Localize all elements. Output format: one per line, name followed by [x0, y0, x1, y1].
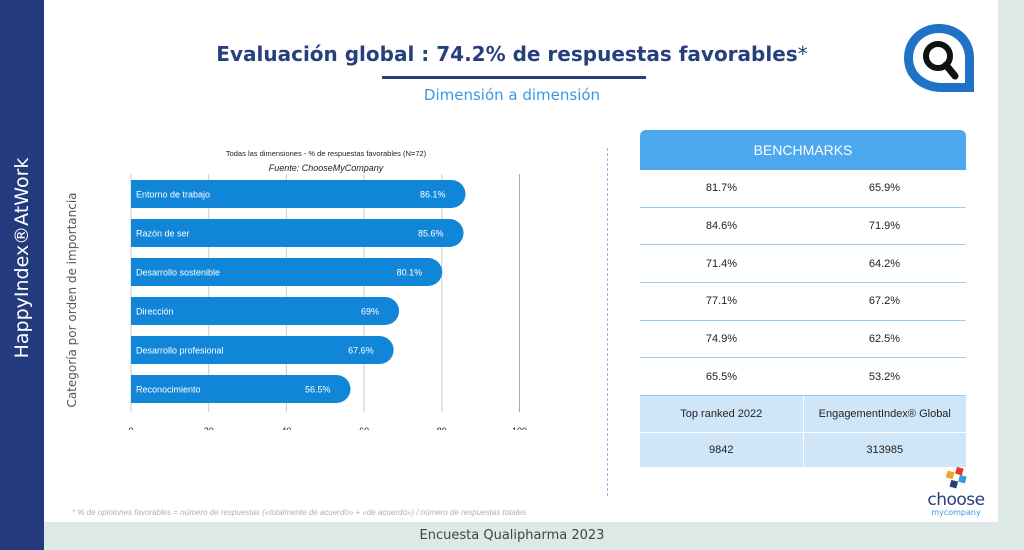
x-tick-label: 80: [437, 426, 447, 430]
bar-chart: Todas las dimensiones - % de respuestas …: [65, 149, 527, 430]
table-row: 74.9% 62.5%: [640, 321, 966, 359]
bar: [131, 297, 400, 325]
bar: [131, 375, 351, 403]
table-cell: 71.9%: [868, 220, 901, 233]
benchmarks-table: BENCHMARKS 81.7% 65.9% 84.6% 71.9% 71.4% 64…: [640, 130, 967, 468]
bar-category-label: Reconocimiento: [136, 385, 201, 395]
sidebar-brand-label: HappyIndex®AtWork: [11, 157, 33, 359]
table-row: 81.7% 65.9%: [640, 170, 966, 208]
table-cell: 74.9%: [705, 333, 738, 346]
bar-value-label: 67.6%: [348, 346, 374, 356]
table-row: 84.6% 71.9%: [640, 208, 966, 246]
bar-category-label: Desarrollo sostenible: [136, 268, 220, 278]
table-cell: 81.7%: [705, 182, 738, 195]
x-tick-label: 60: [359, 426, 369, 430]
bar: [131, 258, 443, 286]
title-asterisk: *: [797, 42, 808, 66]
x-tick-label: 40: [281, 426, 291, 430]
section-divider: [607, 148, 608, 496]
table-cell: 65.9%: [868, 182, 901, 195]
x-tick-label: 100: [512, 426, 527, 430]
benchmarks-footer-values: 9842 313985: [640, 433, 967, 468]
search-bubble-logo-icon: [904, 24, 974, 92]
flower-logo-icon: [945, 466, 967, 489]
table-cell: 77.1%: [705, 295, 738, 308]
footer-label-top-ranked: Top ranked 2022: [680, 408, 763, 421]
bar-value-label: 86.1%: [420, 190, 446, 200]
table-cell: 65.5%: [705, 370, 738, 383]
table-row: 77.1% 67.2%: [640, 283, 966, 321]
title-text: Evaluación global : 74.2% de respuestas …: [216, 42, 798, 66]
bar-category-label: Razón de ser: [136, 229, 190, 239]
table-cell: 64.2%: [868, 257, 901, 270]
benchmarks-header: BENCHMARKS: [640, 130, 966, 170]
table-row: 71.4% 64.2%: [640, 245, 966, 284]
footnote: * % de opiniones favorables = número de …: [72, 508, 527, 517]
y-axis-label: Categoría por orden de importancia: [65, 192, 79, 407]
chart-title: Todas las dimensiones - % de respuestas …: [226, 149, 427, 158]
page-title: Evaluación global : 74.2% de respuestas …: [44, 42, 980, 66]
table-row: 65.5% 53.2%: [640, 358, 966, 397]
benchmarks-footer-labels: Top ranked 2022 EngagementIndex® Global: [640, 396, 967, 434]
logo-text-mycompany: mycompany: [931, 508, 981, 517]
table-cell: 84.6%: [705, 220, 738, 233]
table-cell: 62.5%: [868, 333, 901, 346]
chart-subtitle: Fuente: ChooseMyCompany: [269, 163, 384, 173]
footer-label-engagement-index: EngagementIndex® Global: [802, 396, 967, 433]
bar: [131, 219, 464, 247]
bar-value-label: 85.6%: [418, 229, 444, 239]
x-tick-label: 0: [128, 426, 133, 430]
title-underline: [382, 76, 646, 79]
x-tick-label: 20: [204, 426, 214, 430]
table-cell: 53.2%: [868, 370, 901, 383]
bar-value-label: 56.5%: [305, 385, 331, 395]
bottom-caption: Encuesta Qualipharma 2023: [419, 528, 605, 543]
footer-value-engagement-index: 313985: [802, 433, 967, 468]
bar-value-label: 69%: [361, 307, 379, 317]
sidebar: HappyIndex®AtWork: [0, 0, 44, 550]
bar-category-label: Entorno de trabajo: [136, 190, 210, 200]
choosemycompany-logo: choose mycompany: [918, 466, 994, 518]
bar: [131, 180, 466, 208]
footer-value-top-ranked: 9842: [709, 444, 734, 457]
table-cell: 71.4%: [705, 257, 738, 270]
bar-category-label: Dirección: [136, 307, 174, 317]
page-subtitle: Dimensión a dimensión: [423, 86, 601, 104]
bar: [131, 336, 394, 364]
bar-category-label: Desarrollo profesional: [136, 346, 224, 356]
bar-value-label: 80.1%: [397, 268, 423, 278]
table-cell: 67.2%: [868, 295, 901, 308]
logo-text-choose: choose: [927, 490, 985, 510]
